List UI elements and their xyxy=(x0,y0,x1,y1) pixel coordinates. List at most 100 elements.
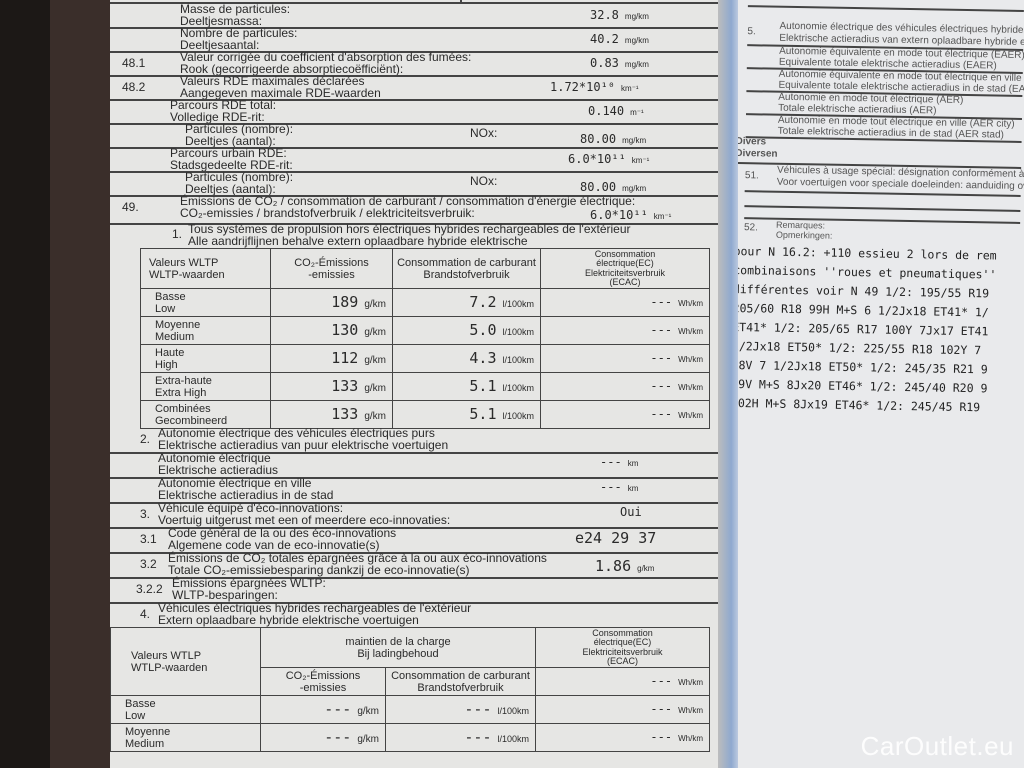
row-electric-range: Autonomie électrique Elektrische actierad… xyxy=(158,451,279,477)
section-3-title: Véhicule équipé d'éco-innovations: Voertu… xyxy=(158,501,451,527)
table-row: Basse Low --- g/km --- l/100km --- Wh/km xyxy=(110,695,710,724)
ec-cell: --- Wh/km xyxy=(540,400,710,429)
row-label: Extra-haute Extra High xyxy=(140,372,271,401)
section-number: 5. xyxy=(747,26,756,38)
rule xyxy=(110,2,725,4)
section-number: 3.2 xyxy=(140,557,157,571)
remark-line: 102H M+S 8Jx19 ET46* 1/2: 245/45 R19 xyxy=(738,395,981,415)
rule xyxy=(110,195,725,197)
eco-innovation-value: Oui xyxy=(620,505,642,519)
row-smoke: Valeur corrigée du coefficient d'absorpt… xyxy=(180,50,472,76)
ec-cell: --- Wh/km xyxy=(540,316,710,345)
section-3-2-2-title: Émissions épargnées WLTP: WLTP-besparinge… xyxy=(172,576,326,602)
row-rde-urban: Parcours urbain RDE: Stadsgedeelte RDE-ri… xyxy=(170,146,293,172)
rule xyxy=(110,171,725,173)
table-row: Moyenne Medium 130 g/km 5.0 l/100km --- Wh/km xyxy=(140,316,710,345)
section-number: 4. xyxy=(140,607,151,621)
rule xyxy=(110,602,725,604)
fuel-cell: 7.2 l/100km xyxy=(392,288,541,317)
remarks-text: pour N 16.2: +110 essieu 2 lors de rem co… xyxy=(738,242,997,418)
section-5-row: Autonomie en mode tout électrique (AER) T… xyxy=(778,91,964,117)
col-header-fuel: Consommation de carburant Brandstofverbr… xyxy=(385,667,536,696)
rule xyxy=(110,27,725,29)
row-particles-nox: Particules (nombre): Deeltjes (aantal): xyxy=(185,170,294,196)
co2-cell: --- g/km xyxy=(260,695,386,724)
divers-heading: Divers Diversen xyxy=(738,135,778,160)
col-header-wltp: Valeurs WLTP WLTP-waarden xyxy=(140,248,271,289)
rule xyxy=(110,477,725,479)
row-rde-total: Parcours RDE total: Volledige RDE-rit: xyxy=(170,98,277,124)
rule xyxy=(110,147,725,149)
row-number: 49. xyxy=(122,200,139,214)
row-co2: Émissions de CO₂ / consommation de carbu… xyxy=(180,194,636,220)
section-3-1-title: Code général de la ou des éco-innovation… xyxy=(168,526,397,552)
section-3-2-title: Émissions de CO₂ totales épargnées grâce… xyxy=(168,551,547,577)
rule xyxy=(747,5,1024,12)
row-electric-range-city: Autonomie électrique en ville Elektrische… xyxy=(158,476,334,502)
row-label: Basse Low xyxy=(140,288,271,317)
value: 1.72*10¹⁰ km⁻¹ xyxy=(550,80,639,94)
value: 0.140 m⁻¹ xyxy=(588,104,644,118)
right-page: 5. Autonomie électrique des véhicules él… xyxy=(738,0,1024,768)
rule xyxy=(110,51,725,53)
eco-innovation-code: e24 29 37 xyxy=(575,529,657,547)
row-number: 48.2 xyxy=(122,80,146,94)
wltp-table: Valeurs WLTP WLTP-waarden CO₂-Émissions … xyxy=(140,248,710,429)
table-row: Basse Low 189 g/km 7.2 l/100km --- Wh/km xyxy=(140,288,710,317)
co2-cell: 133 g/km xyxy=(270,400,393,429)
rule xyxy=(110,75,725,77)
fuel-cell: 5.1 l/100km xyxy=(392,400,541,429)
ec-cell: --- Wh/km xyxy=(540,372,710,401)
section-number: 3. xyxy=(140,507,151,521)
rule xyxy=(110,577,725,579)
rule xyxy=(110,527,725,529)
value: 6.0*10¹¹ km⁻¹ xyxy=(568,152,650,166)
section-2-title: Autonomie électrique des véhicules élect… xyxy=(158,426,449,452)
value: 80.00 mg/km xyxy=(580,132,647,146)
col-header-ec: Consommation électrique(EC) Elektricitei… xyxy=(535,627,710,668)
rule xyxy=(110,502,725,504)
value: 32.8 mg/km xyxy=(590,8,649,22)
ec-cell: --- Wh/km xyxy=(535,695,710,724)
row-label: Moyenne Medium xyxy=(140,316,271,345)
rule xyxy=(110,552,725,554)
fuel-cell: 5.1 l/100km xyxy=(392,372,541,401)
section-51-title: Véhicules à usage spécial: désignation c… xyxy=(776,164,1024,192)
col-header-charge-sustaining: maintien de la charge Bij ladingbehoud xyxy=(260,627,536,668)
value: 40.2 mg/km xyxy=(590,32,649,46)
rule xyxy=(110,99,725,101)
section-number: 3.2.2 xyxy=(136,582,163,596)
section-1-title: Tous systèmes de propulsion hors électri… xyxy=(188,222,631,248)
section-number: 3.1 xyxy=(140,532,157,546)
col-header-co2: CO₂-Émissions -emissies xyxy=(260,667,386,696)
ec-cell: --- Wh/km xyxy=(540,344,710,373)
co2-cell: 130 g/km xyxy=(270,316,393,345)
ec-cell: --- Wh/km xyxy=(540,288,710,317)
rule xyxy=(744,205,1021,212)
rule xyxy=(110,452,725,454)
col-header-wltp: Valeurs WTLP WTLP-waarden xyxy=(110,627,261,696)
rule xyxy=(110,223,725,225)
fuel-cell: --- l/100km xyxy=(385,695,536,724)
value: --- km xyxy=(600,455,639,469)
nox-label: NOx: xyxy=(470,174,498,188)
fuel-cell: 4.3 l/100km xyxy=(392,344,541,373)
section-5-title: Autonomie électrique des véhicules élect… xyxy=(779,20,1024,48)
rule xyxy=(460,0,462,3)
section-number: 52. xyxy=(743,222,759,234)
section-4-title: Véhicules électriques hybrides rechargea… xyxy=(158,601,472,627)
book-edge xyxy=(50,0,120,768)
row-label: Combinées Gecombineerd xyxy=(140,400,271,429)
fuel-cell: --- l/100km xyxy=(385,723,536,752)
co2-cell: 133 g/km xyxy=(270,372,393,401)
col-header-co2: CO₂-Émissions -emissies xyxy=(270,248,393,289)
value: 6.0*10¹¹ km⁻¹ xyxy=(590,208,672,222)
table-row: Extra-haute Extra High 133 g/km 5.1 l/100km --… xyxy=(140,372,710,401)
co2-cell: 112 g/km xyxy=(270,344,393,373)
col-header-ec: Consommation électrique(EC) Elektricitei… xyxy=(540,248,710,289)
fuel-cell: 5.0 l/100km xyxy=(392,316,541,345)
section-number: 51. xyxy=(744,170,759,182)
row-label: Basse Low xyxy=(110,695,261,724)
left-page: Masse de particules: Deeltjesmassa: 32.8 m… xyxy=(110,0,725,768)
table-row: Combinées Gecombineerd 133 g/km 5.1 l/100km --… xyxy=(140,400,710,429)
